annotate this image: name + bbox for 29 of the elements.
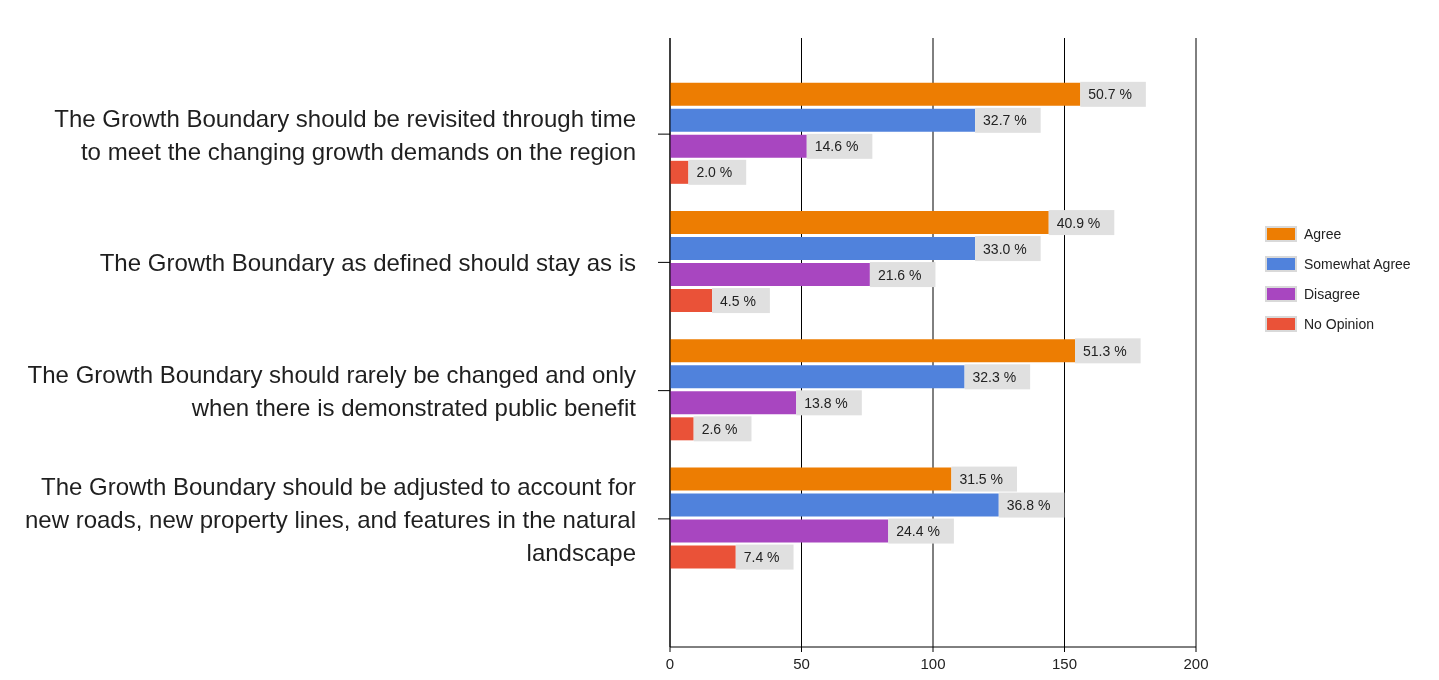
y-tick-label: The Growth Boundary should be revisited through time to meet the changing growth demands on the region xyxy=(54,104,636,165)
annotation: 40.9 % xyxy=(1056,214,1101,231)
annotation: 21.6 % xyxy=(877,266,922,283)
annotation: 32.3 % xyxy=(972,368,1017,385)
annotation: 2.6 % xyxy=(701,420,738,437)
annotation: 36.8 % xyxy=(1006,497,1051,514)
y-tick-label: The Growth Boundary as defined should stay as is xyxy=(99,248,636,276)
annotation: 31.5 % xyxy=(959,471,1003,488)
annotation: 13.8 % xyxy=(804,394,848,411)
annotation: 51.3 % xyxy=(1083,342,1127,359)
legend-label: Disagree xyxy=(1304,286,1361,302)
legend-label: Somewhat Agree xyxy=(1304,256,1411,272)
y-tick-label: The Growth Boundary should rarely be changed and only when there is demonstrated public benefit xyxy=(27,360,637,421)
x-tick-label: 0 xyxy=(665,654,675,672)
annotation: 2.0 % xyxy=(696,164,733,181)
annotation: 33.0 % xyxy=(983,240,1027,257)
x-tick-label: 200 xyxy=(1183,654,1209,672)
annotation: 50.7 % xyxy=(1088,86,1132,103)
annotation: 4.5 % xyxy=(720,292,756,309)
annotation: 32.7 % xyxy=(983,112,1027,129)
y-tick-label: The Growth Boundary should be adjusted to account for new roads, new property lines, and features in the natural landscape xyxy=(24,472,637,566)
x-tick-label: 150 xyxy=(1051,654,1078,672)
x-tick-label: 100 xyxy=(920,654,946,672)
legend-label: Agree xyxy=(1304,226,1342,242)
x-tick-label: 50 xyxy=(793,654,810,672)
annotation: 24.4 % xyxy=(896,523,940,540)
annotation: 14.6 % xyxy=(814,138,859,155)
legend-label: No Opinion xyxy=(1304,316,1375,332)
annotation: 7.4 % xyxy=(743,549,780,566)
